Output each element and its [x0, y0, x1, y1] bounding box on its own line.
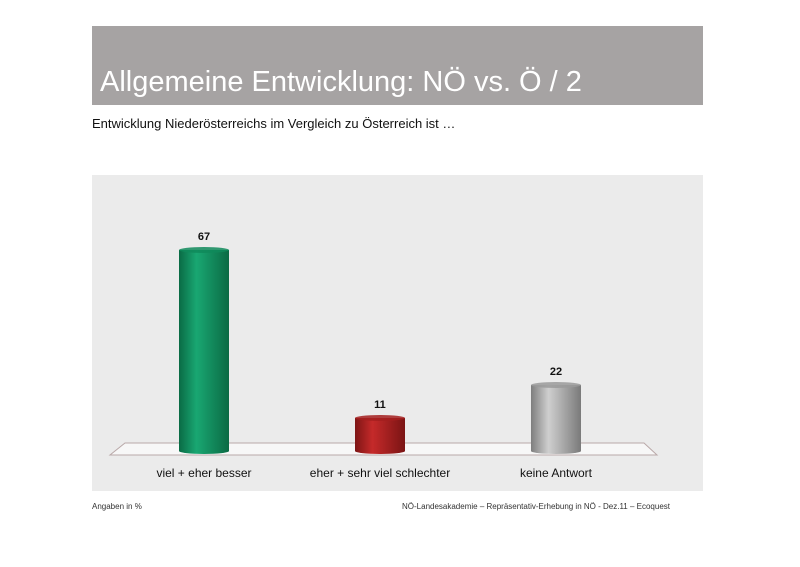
- data-label-viel-eher-besser: 67: [198, 231, 210, 243]
- slide-title: Allgemeine Entwicklung: NÖ vs. Ö / 2: [100, 66, 582, 98]
- bar-viel-eher-besser: 67 viel + eher besser: [156, 231, 251, 480]
- bar-keine-antwort: 22 keine Antwort: [520, 366, 593, 480]
- slide-subtitle: Entwicklung Niederösterreichs im Verglei…: [92, 116, 456, 131]
- bar-body-keine-antwort: [531, 385, 581, 451]
- bar-chart: 67 viel + eher besser 11 eher + sehr viel s…: [108, 231, 659, 480]
- category-label-viel-eher-besser: viel + eher besser: [156, 466, 251, 480]
- bar-base-viel-eher-besser: [179, 448, 229, 454]
- footnote-unit: Angaben in %: [92, 502, 142, 511]
- bar-eher-sehr-viel-schlechter: 11 eher + sehr viel schlechter: [310, 399, 450, 480]
- category-label-eher-sehr-viel-schlechter: eher + sehr viel schlechter: [310, 466, 450, 480]
- chart-panel: 67 viel + eher besser 11 eher + sehr viel s…: [92, 175, 703, 491]
- bar-cap-eher-sehr-viel-schlechter: [355, 415, 405, 421]
- bar-cap-keine-antwort: [531, 382, 581, 388]
- data-label-keine-antwort: 22: [550, 366, 562, 378]
- title-bar: Allgemeine Entwicklung: NÖ vs. Ö / 2: [92, 26, 703, 105]
- bar-body-viel-eher-besser: [179, 250, 229, 451]
- data-label-eher-sehr-viel-schlechter: 11: [374, 399, 386, 411]
- bar-base-eher-sehr-viel-schlechter: [355, 448, 405, 454]
- bar-cap-viel-eher-besser: [179, 247, 229, 253]
- footnote-source: NÖ-Landesakademie – Repräsentativ-Erhebu…: [402, 502, 670, 511]
- category-label-keine-antwort: keine Antwort: [520, 466, 593, 480]
- bar-body-eher-sehr-viel-schlechter: [355, 418, 405, 451]
- bar-base-keine-antwort: [531, 448, 581, 454]
